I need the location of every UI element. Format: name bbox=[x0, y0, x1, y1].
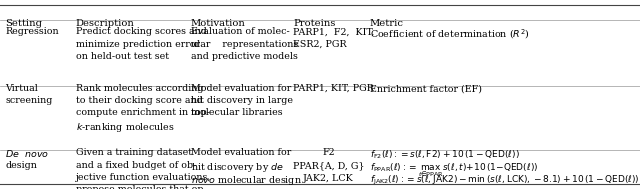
Text: F2: F2 bbox=[322, 148, 335, 157]
Text: $\mathit{novo}$ molecular design: $\mathit{novo}$ molecular design bbox=[191, 174, 301, 187]
Text: Proteins: Proteins bbox=[293, 19, 335, 28]
Text: Model evaluation for: Model evaluation for bbox=[191, 148, 291, 157]
Text: hit discovery by $\mathit{de}$: hit discovery by $\mathit{de}$ bbox=[191, 161, 284, 174]
Text: PPAR{A, D, G}: PPAR{A, D, G} bbox=[292, 161, 364, 170]
Text: Motivation: Motivation bbox=[191, 19, 246, 28]
Text: Virtual
screening: Virtual screening bbox=[5, 84, 52, 105]
Text: design: design bbox=[5, 161, 37, 170]
Text: JAK2, LCK: JAK2, LCK bbox=[303, 174, 354, 183]
Text: Metric: Metric bbox=[370, 19, 404, 28]
Text: Given a training dataset
and a fixed budget of ob-
jective function evaluations,: Given a training dataset and a fixed bud… bbox=[76, 148, 211, 189]
Text: $f_{\mathrm{F2}}(\ell) := s(\ell, \mathrm{F2}) + 10\,(1 - \mathrm{QED}(\ell))$: $f_{\mathrm{F2}}(\ell) := s(\ell, \mathr… bbox=[370, 148, 520, 161]
Text: Setting: Setting bbox=[5, 19, 42, 28]
Text: PARP1,  F2,  KIT,
ESR2, PGR: PARP1, F2, KIT, ESR2, PGR bbox=[293, 27, 374, 49]
Text: Regression: Regression bbox=[5, 27, 59, 36]
Text: Evaluation of molec-
ular    representations
and predictive models: Evaluation of molec- ular representation… bbox=[191, 27, 298, 61]
Text: Model evaluation for
hit discovery in large
molecular libraries: Model evaluation for hit discovery in la… bbox=[191, 84, 292, 117]
Text: $f_{\mathrm{JAK2}}(\ell) := s(\ell, \mathrm{JAK2}) - \min\,(s(\ell, \mathrm{LCK}: $f_{\mathrm{JAK2}}(\ell) := s(\ell, \mat… bbox=[370, 174, 639, 187]
Text: Predict docking scores and
minimize prediction error
on held-out test set: Predict docking scores and minimize pred… bbox=[76, 27, 206, 61]
Text: PARP1, KIT, PGR: PARP1, KIT, PGR bbox=[293, 84, 374, 93]
Text: Description: Description bbox=[76, 19, 134, 28]
Text: Coefficient of determination ($R^2$): Coefficient of determination ($R^2$) bbox=[370, 27, 529, 41]
Text: $\mathit{De}$  $\mathit{novo}$: $\mathit{De}$ $\mathit{novo}$ bbox=[5, 148, 49, 159]
Text: Rank molecules according
to their docking score and
compute enrichment in top-
$: Rank molecules according to their dockin… bbox=[76, 84, 209, 134]
Text: $f_{\mathrm{PPAR}}(\ell) := \max_{t \in \mathrm{PPAR}} s(\ell, t) + 10\,(1 - \ma: $f_{\mathrm{PPAR}}(\ell) := \max_{t \in … bbox=[370, 161, 538, 179]
Text: Enrichment factor (EF): Enrichment factor (EF) bbox=[370, 84, 482, 93]
